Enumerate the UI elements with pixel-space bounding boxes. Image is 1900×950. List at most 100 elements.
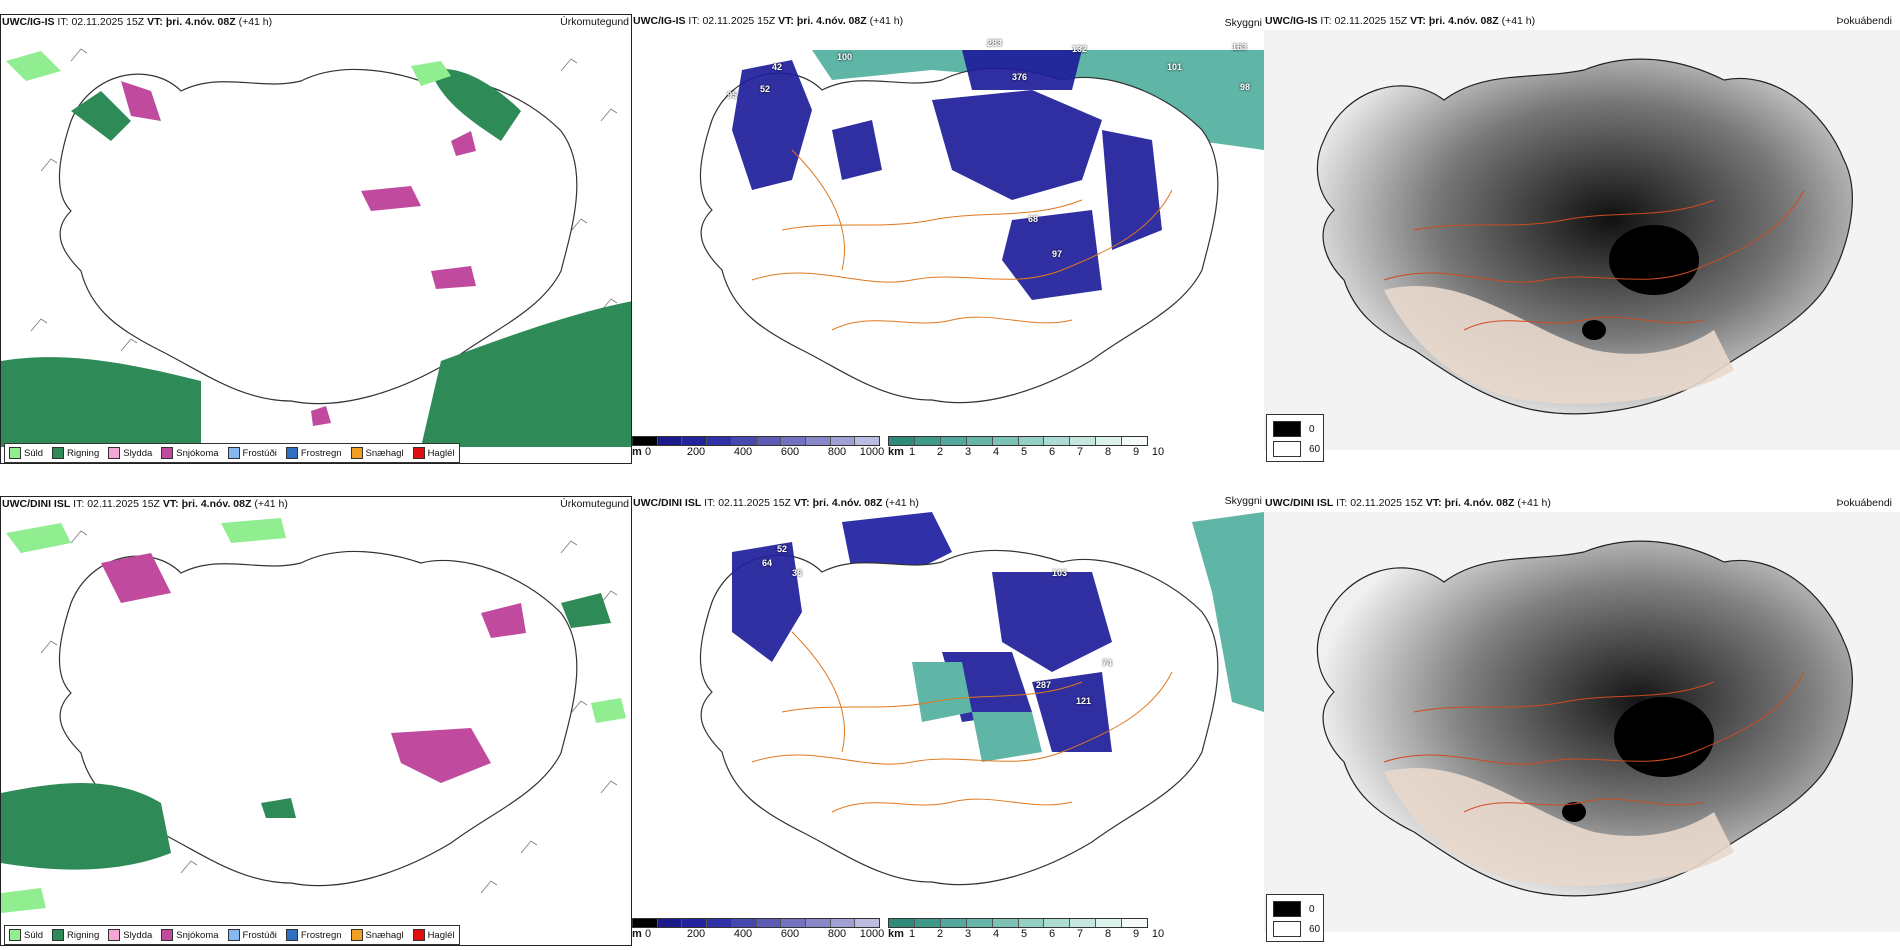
legend-item: Slydda [108,929,152,941]
precip-type-panel-row1: UWC/IG-IS IT: 02.11.2025 15Z VT: þri. 4.… [0,14,632,464]
legend-swatch [350,929,363,941]
roads [1383,189,1805,331]
visibility-label: 163 [1232,42,1248,52]
dense-fog-area [1609,225,1699,295]
legend-swatch [227,929,240,941]
visibility-label: 52 [777,544,788,554]
lowland-area [1384,285,1734,404]
panel-title: Skyggni [1224,496,1262,507]
sea-visibility-area [1192,512,1264,712]
visibility-label: 101 [1167,62,1183,72]
visibility-panel-row2: UWC/DINI ISL IT: 02.11.2025 15Z VT: þri.… [632,496,1264,946]
visibility-label: 132 [1072,44,1088,54]
fog-legend: 0 60 [1266,414,1324,462]
legend-swatch [9,447,21,459]
visibility-label: 103 [1052,568,1068,578]
panel-title: Úrkomutegund [560,498,629,510]
precip-legend: Súld Rigning Slydda Snjókoma Frostúði Fr… [4,925,460,945]
panel-title: Þokuábendi [1836,497,1892,509]
drizzle-areas [6,51,451,86]
rain-areas [1,593,611,870]
fog-map [1264,512,1900,932]
visibility-label: 74 [1102,658,1113,668]
visibility-label: 283 [987,38,1003,48]
snow-areas [121,81,476,426]
dense-fog-area [1614,697,1714,777]
fog-legend: 0 60 [1266,894,1324,942]
visibility-m-colorbar: m 0 200 400 600 800 1000 [632,436,884,460]
visibility-panel-row1: UWC/IG-IS IT: 02.11.2025 15Z VT: þri. 4.… [632,14,1264,464]
visibility-label: 121 [1076,696,1092,706]
visibility-map [699,50,1264,404]
legend-swatch [108,447,121,459]
visibility-label: 98 [1240,82,1251,92]
visibility-m-colorbar: m 0 200 400 600 800 1000 [632,918,884,942]
legend-swatch [285,447,298,459]
legend-swatch [161,447,174,459]
snow-areas [101,553,526,783]
dense-fog-area [1562,802,1586,822]
fog-map [1264,30,1900,450]
low-visibility-areas [732,542,1112,752]
legend-item: Haglél [412,447,455,459]
legend-swatch [52,929,65,941]
visibility-label: 97 [1052,249,1063,259]
legend-item: Haglél [412,929,455,941]
legend-swatch [161,929,174,941]
legend-swatch [412,929,425,941]
mid-visibility-areas [912,662,1042,762]
legend-item: Frostregn [285,447,342,459]
legend-swatch [412,447,425,459]
iceland-outline [58,68,578,405]
visibility-km-colorbar: km 1 2 3 4 5 6 7 8 9 10 [888,436,1164,460]
visibility-label: 95 [727,90,738,100]
drizzle-areas [1,518,626,913]
iceland-outline [58,550,578,887]
panel-header: UWC/IG-IS IT: 02.11.2025 15Z VT: þri. 4.… [2,16,273,28]
roads [751,149,1173,331]
legend-item: Rigning [52,929,99,941]
visibility-label: 64 [762,558,773,568]
legend-swatch [52,447,65,459]
panel-title: Úrkomutegund [560,16,629,28]
rain-areas [1,69,631,447]
visibility-km-colorbar: km 1 2 3 4 5 6 7 8 9 10 [888,918,1164,942]
precip-legend: Súld Rigning Slydda Snjókoma Frostúði Fr… [4,443,460,463]
legend-item: Snæhagl [350,447,404,459]
panel-header: UWC/IG-IS IT: 02.11.2025 15Z VT: þri. 4.… [1265,15,1536,27]
legend-swatch [227,447,240,459]
visibility-label: 52 [760,84,771,94]
visibility-label: 287 [1036,680,1052,690]
panel-header: UWC/IG-IS IT: 02.11.2025 15Z VT: þri. 4.… [633,15,904,27]
panel-header: UWC/DINI ISL IT: 02.11.2025 15Z VT: þri.… [1265,497,1551,509]
legend-item: Frostúði [227,929,277,941]
visibility-label: 36 [792,568,803,578]
visibility-label: 42 [772,62,783,72]
legend-item: Frostregn [285,929,342,941]
sea-visibility-area [812,50,1264,150]
roads [1383,671,1805,813]
legend-item: Súld [9,447,43,459]
legend-item: Rigning [52,447,99,459]
legend-item: Snæhagl [350,929,404,941]
legend-swatch [9,929,21,941]
legend-item: Frostúði [227,447,277,459]
panel-title: Skyggni [1224,17,1262,29]
precip-type-panel-row2: UWC/DINI ISL IT: 02.11.2025 15Z VT: þri.… [0,496,632,946]
visibility-label: 100 [837,52,853,62]
legend-swatch [285,929,298,941]
visibility-map [699,512,1264,886]
panel-title: Þokuábendi [1836,15,1892,27]
dense-fog-area [1582,320,1606,340]
fog-indicator-panel-row1: UWC/IG-IS IT: 02.11.2025 15Z VT: þri. 4.… [1264,14,1900,464]
legend-item: Slydda [108,447,152,459]
legend-swatch [108,929,121,941]
legend-item: Súld [9,929,43,941]
legend-item: Snjókoma [161,447,219,459]
precip-map [1,518,626,913]
lowland-area [1384,767,1734,886]
legend-item: Snjókoma [161,929,219,941]
precip-map [1,48,631,447]
panel-header: UWC/DINI ISL IT: 02.11.2025 15Z VT: þri.… [2,498,288,510]
visibility-label: 68 [1028,214,1039,224]
